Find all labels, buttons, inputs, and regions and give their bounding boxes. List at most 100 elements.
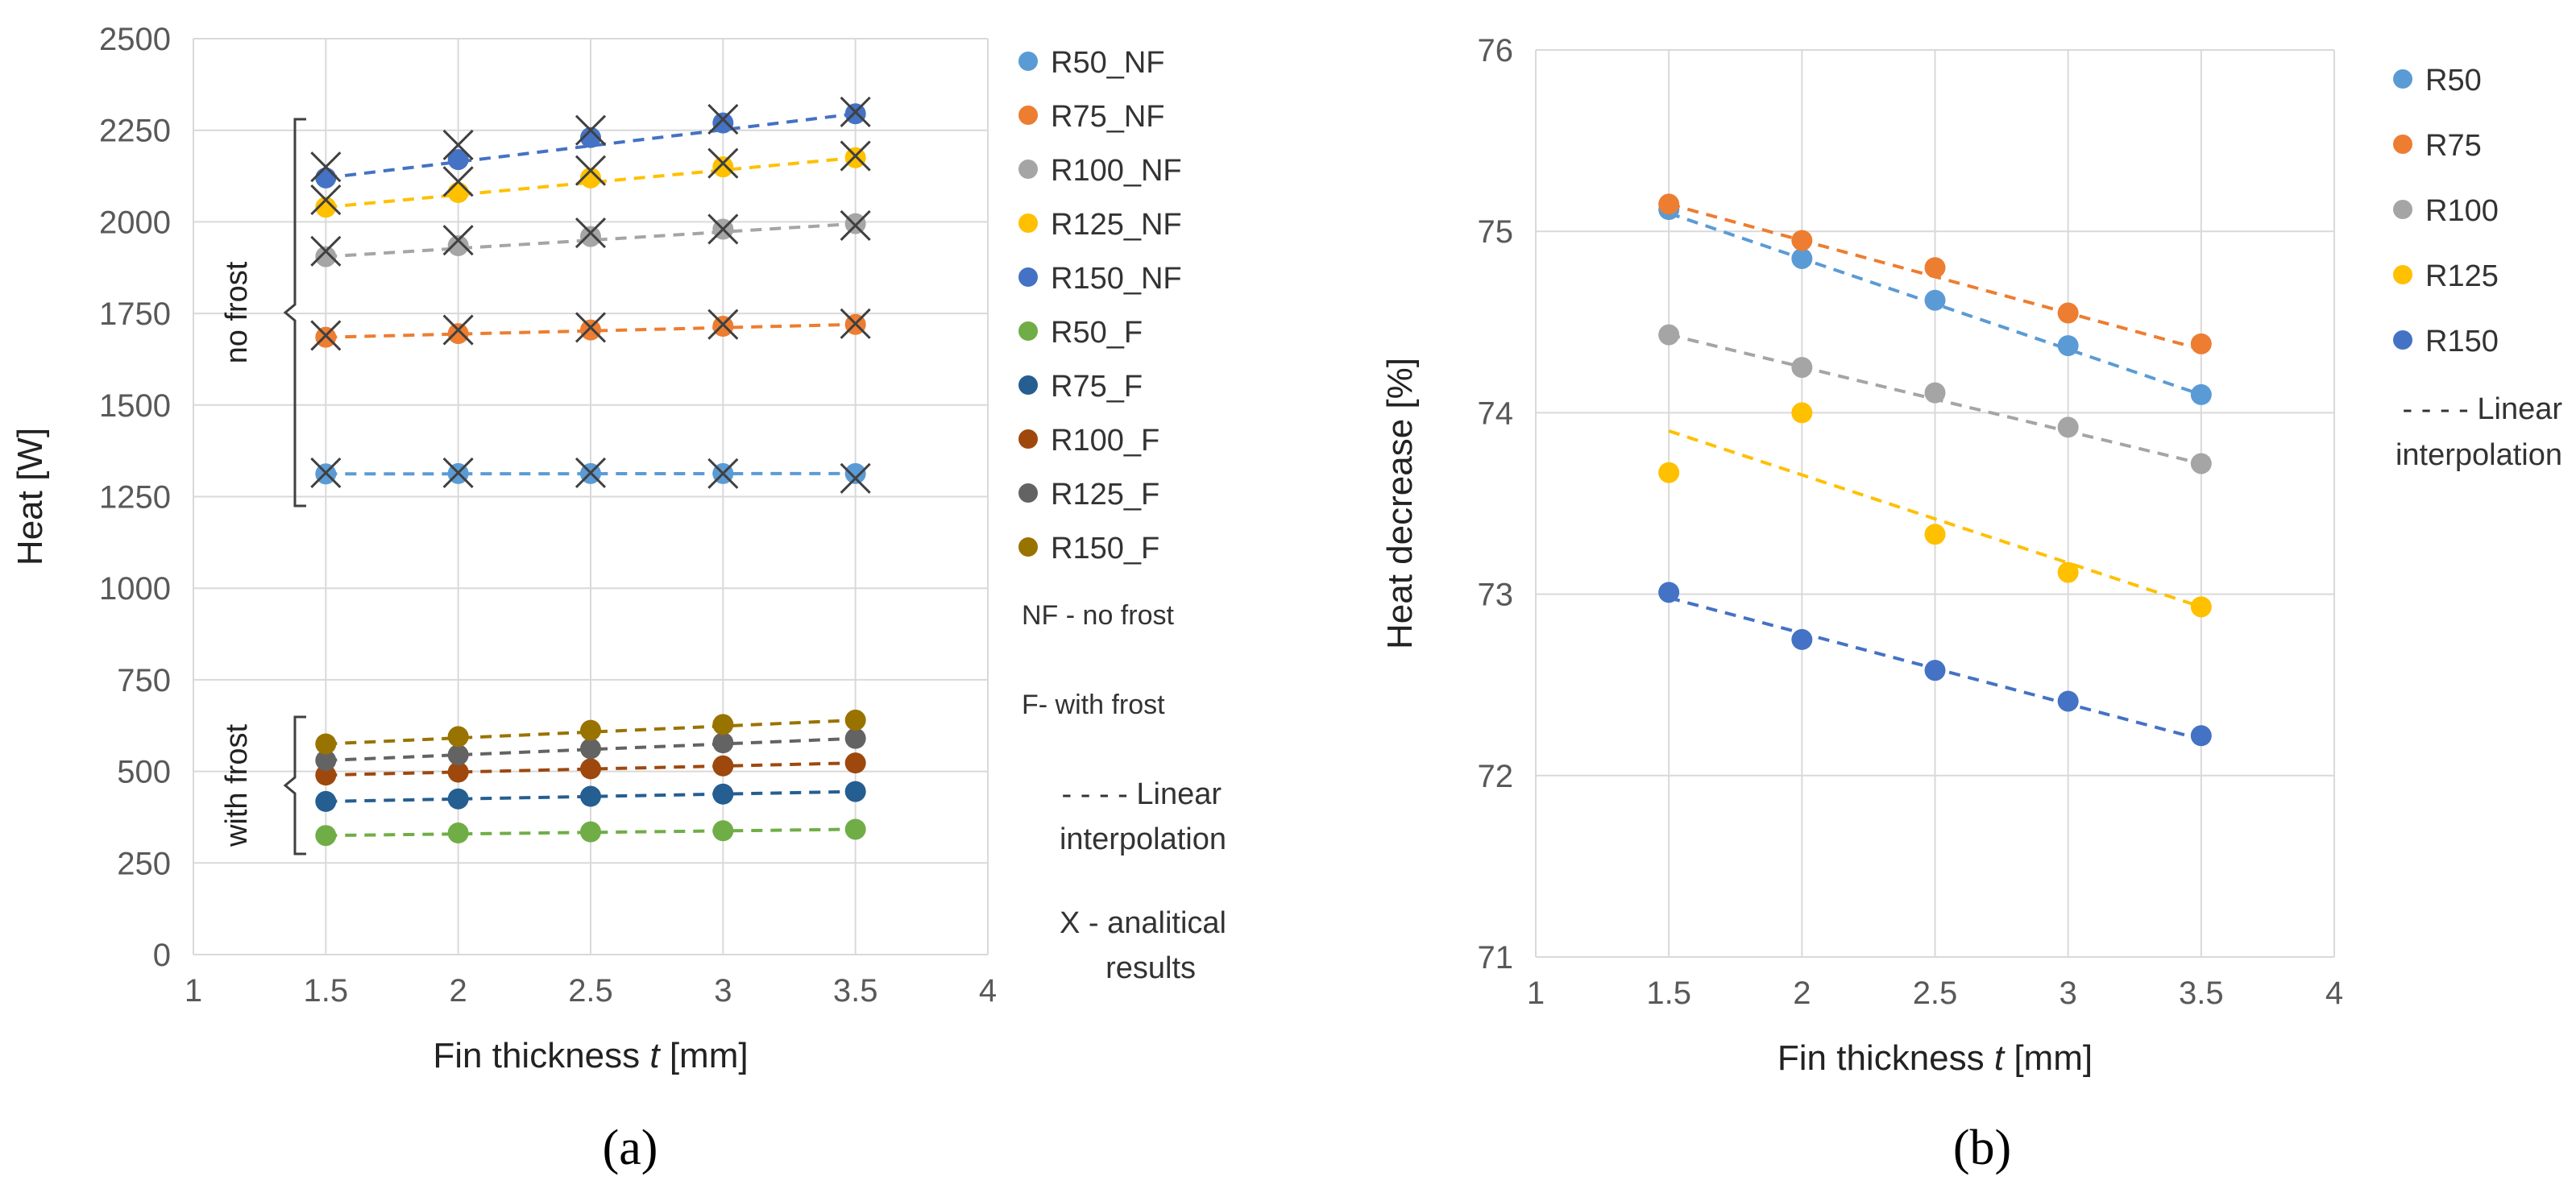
- panel-b-point-r75: [1658, 193, 1680, 215]
- panel-a-y-tick-label: 500: [117, 755, 171, 790]
- panel-a-point-r50-nf: [844, 462, 866, 484]
- x-marker-stroke: [310, 151, 342, 183]
- panel-a-point-r50-f: [580, 821, 601, 843]
- panel-a-trendline-r50-f: [326, 827, 856, 838]
- panel-a-analytical-marker: [442, 314, 474, 346]
- panel-a-analytical-marker: [310, 457, 342, 488]
- panel-a-legend-label: R125_F: [1051, 478, 1159, 512]
- panel-b-x-axis-title: Fin thickness t [mm]: [1777, 1038, 2093, 1078]
- panel-b-legend-label: R150: [2425, 325, 2499, 358]
- panel-b-y-tick-label: 73: [1478, 578, 1514, 613]
- panel-a-point-r150-f: [580, 719, 601, 741]
- panel-a-point-r125-f: [315, 749, 337, 771]
- panel-a-analytical-marker: [442, 129, 474, 160]
- panel-b-legend: R50 R75 R100 R125 R150 - - - - Linear interpol…: [2393, 64, 2562, 472]
- panel-a-x-tick-label: 3.5: [833, 973, 878, 1009]
- x-marker-stroke: [840, 140, 871, 172]
- panel-b-point-r50: [2190, 383, 2212, 405]
- panel-a-y-tick-label: 250: [117, 846, 171, 881]
- panel-a-series-r125-f: [315, 727, 866, 771]
- panel-a-point-r150-nf: [712, 112, 734, 134]
- panel-b-linear-note-2: interpolation: [2396, 438, 2562, 472]
- panel-b-point-r125: [1791, 402, 1813, 424]
- panel-a-x-axis-unit: [mm]: [660, 1036, 749, 1075]
- panel-b-x-axis-unit: [mm]: [2004, 1038, 2093, 1078]
- panel-a-point-r75-f: [580, 785, 601, 807]
- panel-a-point-r100-nf: [447, 234, 469, 256]
- panel-b-y-tick-label: 72: [1478, 759, 1514, 794]
- panel-a-point-r100-nf: [580, 226, 601, 247]
- x-marker-stroke: [840, 209, 871, 242]
- panel-b-series-r75: [1658, 193, 2212, 354]
- panel-a-legend-item-r150-nf: R150_NF: [1018, 262, 1182, 296]
- panel-a-point-r100-f: [580, 758, 601, 780]
- x-marker-stroke: [707, 213, 739, 245]
- panel-a-point-r100-nf: [315, 246, 337, 267]
- panel-a-point-r75-f: [712, 783, 734, 805]
- panel-b-y-tick-label: 76: [1478, 33, 1514, 68]
- panel-b-point-r125: [1658, 462, 1680, 483]
- panel-a-analytical-marker: [575, 217, 607, 249]
- panel-a-point-r100-f: [447, 761, 469, 783]
- panel-a-legend-label: R50_F: [1051, 316, 1143, 350]
- panel-a-label: (a): [603, 1121, 658, 1175]
- panel-a-note-nf: NF - no frost: [1022, 600, 1174, 631]
- panel-b-x-tick-label: 2: [1793, 976, 1811, 1011]
- x-marker-stroke: [575, 155, 607, 186]
- panel-a-legend-label: R150_F: [1051, 532, 1159, 566]
- panel-b-point-r100: [2057, 416, 2079, 438]
- panel-a-point-r75-f: [844, 781, 866, 802]
- x-marker-stroke: [575, 457, 607, 488]
- panel-a-legend-label: R100_NF: [1051, 154, 1182, 188]
- panel-a-analytical-marker: [707, 103, 739, 135]
- panel-a-point-r150-f: [844, 709, 866, 731]
- panel-a-trendline-r125-f: [326, 736, 856, 762]
- panel-b-legend-item-r75: R75: [2393, 129, 2482, 163]
- x-marker-stroke: [442, 225, 474, 256]
- panel-a-series-r100-nf: [315, 213, 866, 267]
- panel-a-trendline-r75-nf: [326, 322, 856, 339]
- panel-a-point-r75-nf: [447, 323, 469, 345]
- panel-a-trendline-r100-nf: [326, 222, 856, 259]
- panel-a-legend-item-r125-nf: R125_NF: [1018, 208, 1182, 242]
- panel-b-x-tick-label: 3.5: [2179, 976, 2224, 1011]
- panel-a-analytical-marker: [707, 147, 739, 179]
- panel-a-legend-label: R125_NF: [1051, 208, 1182, 242]
- panel-b-series-r100: [1658, 324, 2212, 474]
- panel-a-legend-marker: [1018, 213, 1038, 233]
- panel-a-y-tick-label: 0: [153, 938, 171, 973]
- panel-a-analytical-marker: [310, 184, 342, 216]
- panel-b-point-r100: [2190, 453, 2212, 474]
- panel-b-legend-label: R75: [2425, 129, 2482, 163]
- panel-a-legend-item-r50-nf: R50_NF: [1018, 46, 1165, 80]
- panel-a-x-axis-title-text: Fin thickness: [433, 1036, 649, 1075]
- panel-b-legend-marker: [2393, 69, 2412, 89]
- x-marker-stroke: [707, 147, 739, 179]
- panel-b-point-r100: [1791, 357, 1813, 379]
- panel-a-legend-marker: [1018, 537, 1038, 557]
- panel-a-analytical-r100-nf: [310, 209, 871, 267]
- panel-a-legend-label: R150_NF: [1051, 262, 1182, 296]
- panel-a-analytical-marker: [442, 457, 474, 488]
- panel-a-y-tick-label: 1000: [99, 571, 171, 607]
- panel-a-no-frost-label: no frost: [220, 261, 254, 363]
- panel-b-label: (b): [1953, 1121, 2011, 1175]
- panel-b-point-r75: [2057, 302, 2079, 324]
- panel-a-y-axis-title: Heat [W]: [10, 428, 50, 566]
- x-marker-stroke: [840, 308, 871, 339]
- panel-a-legend-label: R50_NF: [1051, 46, 1165, 80]
- panel-b-legend-marker: [2393, 200, 2412, 219]
- panel-a-y-tick-label: 1750: [99, 296, 171, 332]
- panel-a-point-r75-nf: [712, 316, 734, 338]
- x-marker-stroke: [310, 457, 342, 488]
- panel-a-legend-marker: [1018, 321, 1038, 341]
- panel-a-series-r100-f: [315, 752, 866, 786]
- panel-a-legend-marker: [1018, 160, 1038, 179]
- panel-a-legend-marker: [1018, 267, 1038, 287]
- panel-b-point-r50: [1791, 247, 1813, 269]
- panel-a-point-r50-f: [712, 820, 734, 842]
- panel-a-legend-marker: [1018, 429, 1038, 449]
- panel-a-x-axis-title: Fin thickness t [mm]: [433, 1036, 748, 1075]
- panel-a-point-r75-f: [315, 790, 337, 812]
